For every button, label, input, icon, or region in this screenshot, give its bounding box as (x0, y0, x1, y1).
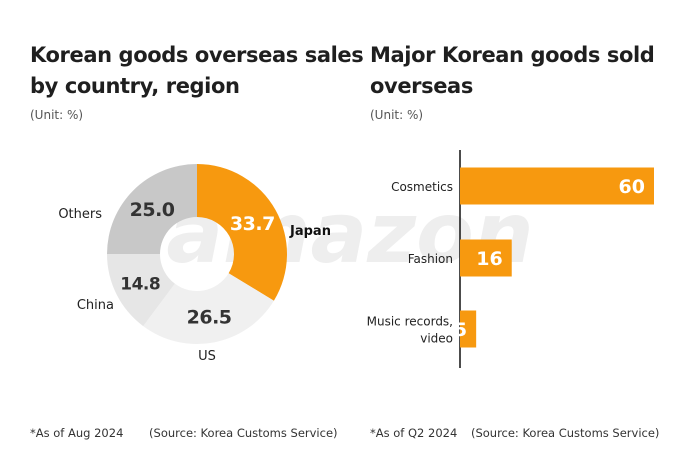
donut-slice-others (107, 164, 197, 254)
left-date-note: *As of Aug 2024 (30, 426, 124, 440)
right-title-line-1: Major Korean goods sold (370, 43, 655, 67)
donut-slice-china (107, 254, 175, 327)
donut-label-others: Others (58, 207, 102, 222)
donut-chart: 33.7 Japan 26.5 US 14.8 China 25.0 Others (58, 164, 331, 364)
left-title-line-2: by country, region (30, 74, 240, 98)
right-chart-title: Major Korean goods sold overseas (370, 40, 655, 102)
donut-label-japan: Japan (289, 224, 331, 239)
left-unit-label: (Unit: %) (30, 108, 84, 122)
bar-value-fashion: 16 (476, 248, 502, 270)
donut-label-us: US (198, 349, 216, 364)
bar-music-records-video (460, 310, 477, 348)
donut-value-us: 26.5 (187, 306, 232, 328)
bar-label-music-records-video-line-2: video (420, 332, 453, 346)
bar-value-cosmetics: 60 (619, 176, 645, 198)
donut-slice-japan (197, 164, 288, 301)
donut-value-others: 25.0 (130, 199, 175, 221)
donut-value-japan: 33.7 (230, 213, 275, 235)
bar-fashion (460, 239, 512, 277)
donut-slice-us (143, 273, 274, 344)
left-footnote: *As of Aug 2024 (Source: Korea Customs S… (30, 426, 338, 440)
right-title-line-2: overseas (370, 74, 473, 98)
left-source-note: (Source: Korea Customs Service) (149, 426, 338, 440)
right-footnote: *As of Q2 2024 (Source: Korea Customs Se… (370, 426, 659, 440)
left-chart-title: Korean goods overseas sales by country, … (30, 40, 364, 102)
bar-value-music-records-video: 5 (454, 319, 467, 341)
bar-label-cosmetics: Cosmetics (391, 180, 453, 194)
bar-cosmetics (460, 167, 654, 205)
left-title-line-1: Korean goods overseas sales (30, 43, 364, 67)
bar-label-fashion: Fashion (408, 252, 453, 266)
donut-label-china: China (77, 298, 114, 313)
right-unit-label: (Unit: %) (370, 108, 424, 122)
right-source-note: (Source: Korea Customs Service) (470, 426, 660, 440)
bar-label-music-records-video-line-1: Music records, (367, 315, 453, 329)
donut-value-china: 14.8 (120, 274, 160, 294)
right-date-note: *As of Q2 2024 (370, 426, 458, 440)
